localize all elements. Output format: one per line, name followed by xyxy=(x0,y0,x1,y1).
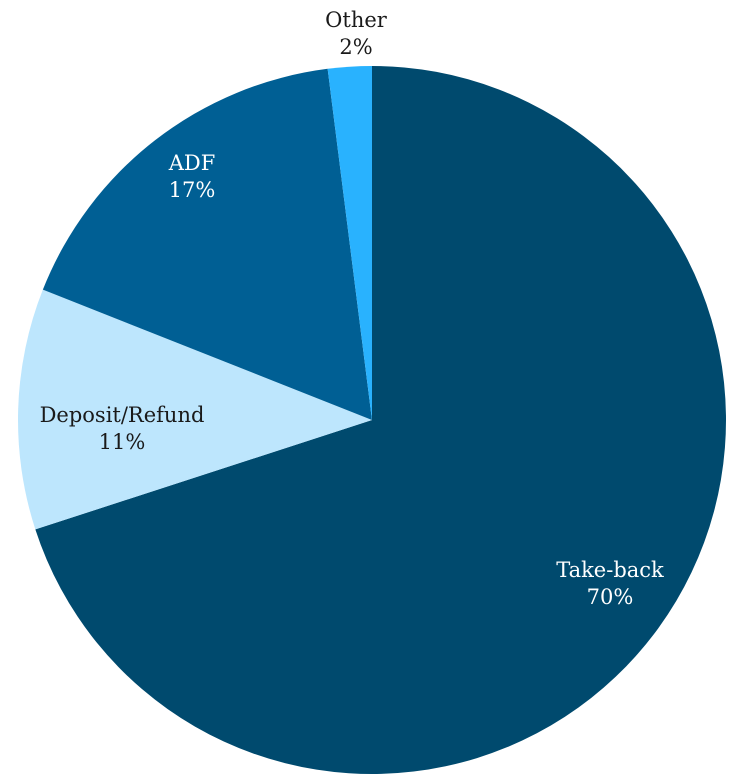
pie-label-name: Take-back xyxy=(556,558,664,582)
pie-slice-other xyxy=(327,66,372,420)
pie-labels: Take-back 70% Deposit/Refund 11% ADF 17% Other… xyxy=(40,8,665,609)
pie-label-take-back: Take-back 70% xyxy=(556,558,664,609)
pie-label-percent: 2% xyxy=(339,35,372,59)
pie-label-percent: 17% xyxy=(169,178,216,202)
pie-label-name: Other xyxy=(325,8,388,32)
pie-slice-deposit-refund xyxy=(18,289,372,530)
pie-label-deposit-refund: Deposit/Refund 11% xyxy=(40,403,205,454)
pie-label-other: Other 2% xyxy=(325,8,388,59)
pie-label-name: Deposit/Refund xyxy=(40,403,205,427)
pie-slice-take-back xyxy=(35,66,727,774)
pie-slices xyxy=(18,66,727,774)
pie-label-name: ADF xyxy=(168,151,216,175)
pie-label-percent: 70% xyxy=(587,585,634,609)
pie-label-percent: 11% xyxy=(99,430,146,454)
pie-label-adf: ADF 17% xyxy=(168,151,216,202)
pie-slice-adf xyxy=(42,68,373,420)
